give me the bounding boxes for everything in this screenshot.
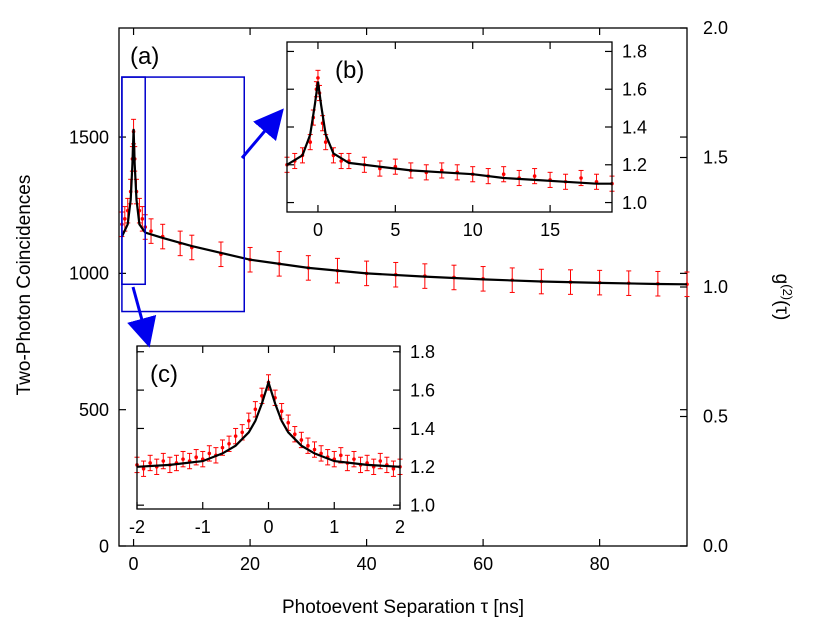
- main-y2-tick-label: 1.5: [703, 148, 728, 168]
- inset-c-x-tick-label: 0: [263, 517, 273, 537]
- inset-c-data-point: [260, 394, 264, 398]
- inset-c-data-point: [312, 447, 317, 452]
- inset-c-data-point: [339, 453, 343, 458]
- inset-c-data-point: [246, 418, 251, 423]
- main-x-tick-label: 60: [473, 554, 493, 574]
- inset-c-y-tick-label: 1.8: [410, 342, 435, 362]
- main-y2-tick-label: 0.0: [703, 536, 728, 556]
- inset-c-x-tick-label: -1: [195, 517, 211, 537]
- zoom-box-b: [121, 76, 246, 313]
- inset-b-y-tick-label: 1.8: [622, 42, 647, 62]
- inset-c-data-point: [378, 459, 383, 463]
- zoom-annotations: [121, 76, 246, 313]
- inset-c-data-point: [207, 451, 212, 456]
- main-y-tick-label: 1500: [69, 127, 109, 147]
- inset-b-x-tick-label: 15: [540, 220, 560, 240]
- main-data-point: [123, 217, 127, 221]
- inset-c-data-point: [391, 466, 396, 471]
- inset-c-data-point: [227, 442, 231, 446]
- inset-c-data-point: [299, 438, 304, 442]
- main-x-axis-label: Photoevent Separation τ [ns]: [282, 597, 524, 618]
- inset-c-data-point: [194, 455, 198, 460]
- inset-c-data-point: [161, 459, 166, 463]
- main-y2-tick-label: 1.0: [703, 277, 728, 297]
- inset-b-data-point: [308, 140, 313, 144]
- inset-c-ticks: -2 -1 0 1 21.0 1.2 1.4 1.6 1.8: [129, 342, 435, 537]
- inset-c-data-point: [181, 457, 185, 461]
- main-y-axis-label: Two-Photon Coincidences: [14, 175, 35, 396]
- main-y2-axis-label: g(2)(τ): [771, 274, 796, 321]
- inset-c-data-point: [279, 409, 284, 414]
- inset-b-data-point: [532, 174, 537, 178]
- inset-c-data-point: [253, 407, 258, 412]
- inset-b-y-tick-label: 1.6: [622, 80, 647, 100]
- inset-c-x-tick-label: -2: [129, 517, 145, 537]
- inset-c-data-point: [352, 457, 356, 461]
- main-y-tick-label: 1000: [69, 264, 109, 284]
- inset-b-data-point: [579, 176, 583, 180]
- inset-c-data-point: [148, 461, 152, 465]
- main-x-tick-label: 40: [357, 554, 377, 574]
- inset-c-x-tick-label: 1: [329, 517, 339, 537]
- inset-c-data-point: [220, 445, 225, 450]
- main-y2-tick-label: 2.0: [703, 18, 728, 38]
- inset-c-data-point: [293, 432, 297, 437]
- main-y2-tick-label: 0.5: [703, 407, 728, 427]
- inset-b-y-tick-label: 1.2: [622, 155, 647, 175]
- inset-c-marks: [134, 374, 403, 477]
- inset-b-x-tick-label: 5: [390, 220, 400, 240]
- inset-c-data-point: [240, 430, 244, 435]
- inset-c-y-tick-label: 1.6: [410, 380, 435, 400]
- inset-c-background: [137, 346, 400, 509]
- inset-c-panel-label: (c): [150, 361, 178, 388]
- inset-b-data-point: [339, 159, 343, 163]
- inset-b-y-tick-label: 1.0: [622, 193, 647, 213]
- main-y-tick-label: 0: [99, 536, 109, 556]
- main-fit-curve: [120, 128, 688, 286]
- inset-b-marks: [284, 69, 615, 192]
- inset-c-x-tick-label: 2: [395, 517, 405, 537]
- inset-b-y-tick-label: 1.4: [622, 117, 647, 137]
- inset-c-data-point: [306, 443, 310, 448]
- inset-c-y-tick-label: 1.0: [410, 495, 435, 515]
- inset-b-data-point: [323, 140, 328, 144]
- main-panel-label: (a): [130, 43, 159, 70]
- zoom-arrow-to-b: [240, 108, 284, 159]
- zoom-box-c: [121, 76, 146, 286]
- main-data-point: [140, 217, 145, 221]
- inset-b-panel-label: (b): [335, 57, 364, 84]
- inset-c-fit-curve: [136, 378, 401, 468]
- inset-c-data-point: [319, 451, 323, 456]
- zoom-arrow-to-c: [127, 286, 157, 348]
- main-x-tick-label: 80: [590, 554, 610, 574]
- main-x-tick-label: 0: [129, 554, 139, 574]
- inset-c-data-point: [233, 434, 238, 438]
- main-data-point: [149, 229, 153, 233]
- main-y-tick-label: 500: [79, 400, 109, 420]
- inset-c-y-tick-label: 1.4: [410, 419, 435, 439]
- inset-b-ticks: 0 5 10 15 1.0 1.2 1.4 1.6 1.8: [287, 42, 647, 240]
- inset-b-data-point: [316, 76, 320, 80]
- inset-b-x-tick-label: 0: [313, 220, 323, 240]
- inset-b-x-tick-label: 10: [463, 220, 483, 240]
- inset-c-y-tick-label: 1.2: [410, 457, 435, 477]
- main-marks: [119, 118, 690, 298]
- inset-c-data-point: [141, 466, 146, 471]
- inset-b-fit-curve: [286, 81, 612, 185]
- inset-b-background: [287, 42, 612, 212]
- inset-c-data-point: [286, 420, 291, 425]
- inset-b-data-point: [501, 172, 506, 177]
- main-x-tick-label: 20: [240, 554, 260, 574]
